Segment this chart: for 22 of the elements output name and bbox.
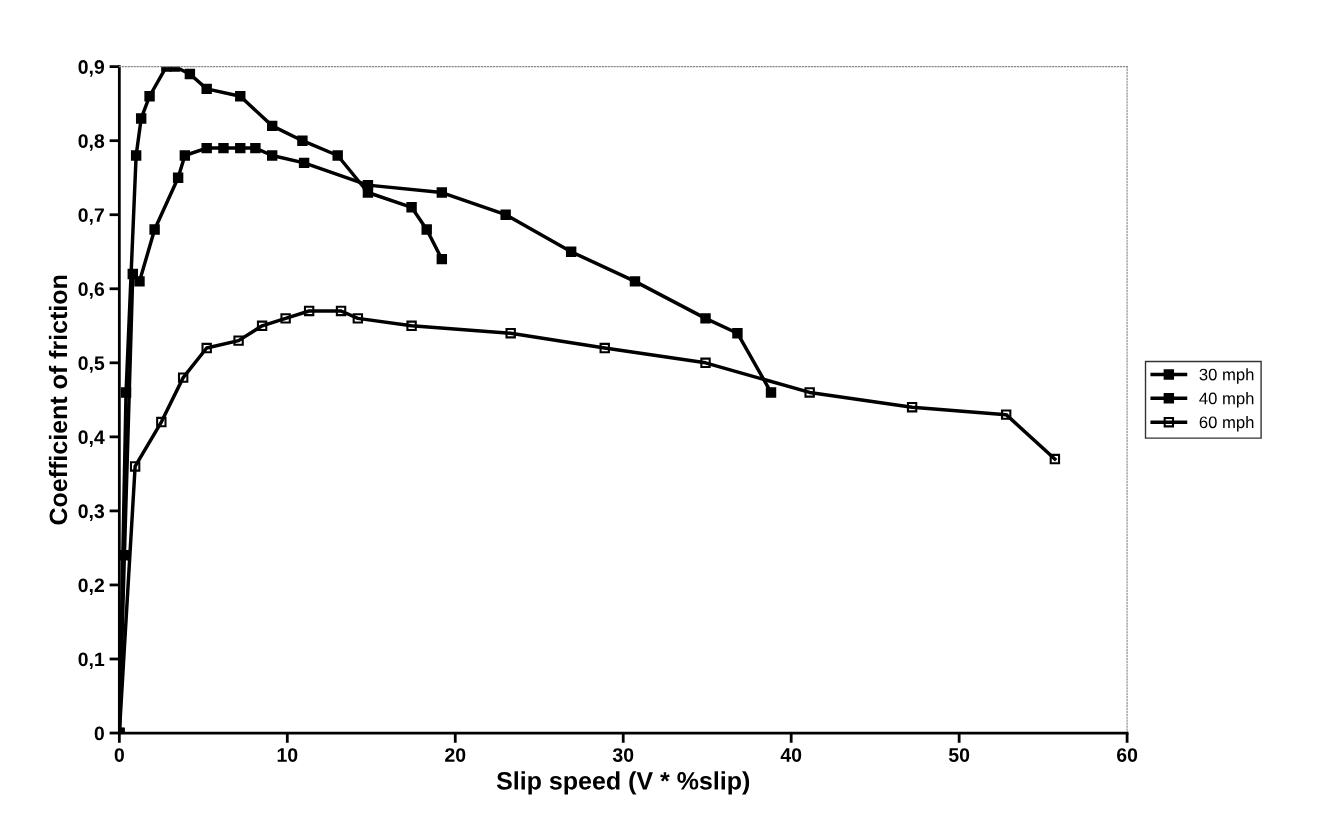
y-tick-label: 0 [94, 726, 104, 741]
y-tick-label: 0,4 [78, 430, 105, 447]
y-tick-label: 0,9 [78, 60, 105, 77]
y-tick-label: 0,5 [78, 356, 105, 373]
y-tick-label: 0,2 [78, 578, 104, 596]
x-axis-title: Slip speed (V * %slip) [496, 771, 750, 795]
y-tick-label: 0,7 [78, 208, 104, 225]
legend-label: 30 mph [1199, 368, 1254, 384]
x-tick-label: 50 [948, 748, 970, 762]
legend-label: 60 mph [1199, 415, 1254, 432]
y-tick-label: 0,8 [78, 134, 105, 151]
y-tick-label: 0,6 [78, 282, 105, 299]
x-tick-label: 10 [277, 748, 298, 762]
legend-label: 40 mph [1199, 392, 1254, 408]
x-tick-label: 60 [1117, 748, 1138, 762]
x-tick-label: 20 [445, 748, 466, 762]
x-tick-label: 0 [114, 748, 124, 762]
x-tick-label: 30 [612, 748, 634, 762]
y-tick-label: 0,1 [78, 652, 105, 670]
x-tick-label: 40 [780, 748, 802, 762]
y-tick-label: 0,3 [78, 504, 105, 521]
y-axis-title: Coefficient of friction [48, 275, 68, 525]
